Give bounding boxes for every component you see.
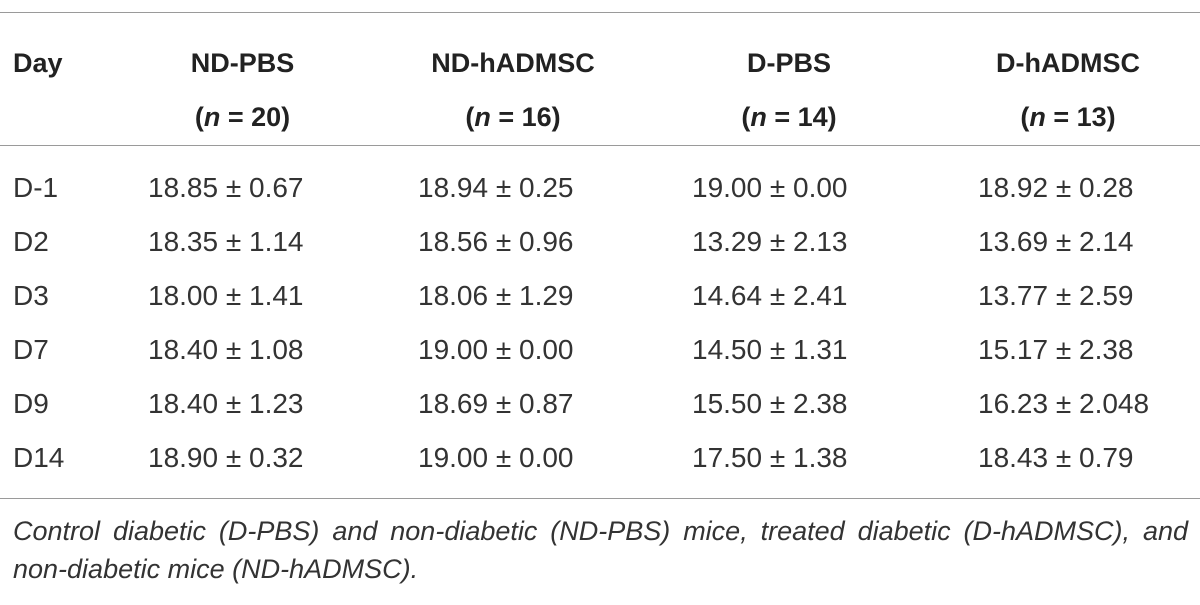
bottom-rule — [0, 498, 1200, 499]
cell-value: 19.00 ± 0.00 — [418, 334, 574, 365]
cell-value: 18.90 ± 0.32 — [148, 442, 304, 473]
table-row: D9 18.40 ± 1.23 18.69 ± 0.87 15.50 ± 2.3… — [0, 377, 1200, 431]
header-group-name: D-hADMSC — [996, 48, 1140, 78]
table-footnote: Control diabetic (D-PBS) and non-diabeti… — [13, 516, 1188, 584]
cell-value: 13.29 ± 2.13 — [692, 226, 848, 257]
cell-value: 18.40 ± 1.23 — [148, 388, 304, 419]
header-nd-pbs: ND-PBS (n = 20) — [140, 36, 345, 144]
header-day-label: Day — [13, 48, 63, 78]
header-day: Day — [13, 36, 133, 90]
cell-value: 18.92 ± 0.28 — [978, 172, 1134, 203]
header-d-hadmsc: D-hADMSC (n = 13) — [962, 36, 1174, 144]
cell-value: 18.94 ± 0.25 — [418, 172, 574, 203]
row-day: D3 — [13, 280, 49, 311]
header-nd-hadmsc: ND-hADMSC (n = 16) — [403, 36, 623, 144]
header-group-n: (n = 16) — [465, 102, 561, 132]
cell-value: 19.00 ± 0.00 — [692, 172, 848, 203]
header-group-n: (n = 13) — [1020, 102, 1116, 132]
cell-value: 15.50 ± 2.38 — [692, 388, 848, 419]
cell-value: 18.35 ± 1.14 — [148, 226, 304, 257]
cell-value: 19.00 ± 0.00 — [418, 442, 574, 473]
header-d-pbs: D-PBS (n = 14) — [684, 36, 894, 144]
cell-value: 16.23 ± 2.048 — [978, 388, 1150, 419]
row-day: D2 — [13, 226, 49, 257]
row-day: D7 — [13, 334, 49, 365]
table-row: D14 18.90 ± 0.32 19.00 ± 0.00 17.50 ± 1.… — [0, 431, 1200, 485]
table-row: D7 18.40 ± 1.08 19.00 ± 0.00 14.50 ± 1.3… — [0, 323, 1200, 377]
header-rule — [0, 145, 1200, 146]
cell-value: 18.06 ± 1.29 — [418, 280, 574, 311]
table-row: D3 18.00 ± 1.41 18.06 ± 1.29 14.64 ± 2.4… — [0, 269, 1200, 323]
cell-value: 18.40 ± 1.08 — [148, 334, 304, 365]
cell-value: 14.50 ± 1.31 — [692, 334, 848, 365]
cell-value: 17.50 ± 1.38 — [692, 442, 848, 473]
cell-value: 18.56 ± 0.96 — [418, 226, 574, 257]
row-day: D-1 — [13, 172, 59, 203]
row-day: D14 — [13, 442, 65, 473]
table-row: D-1 18.85 ± 0.67 18.94 ± 0.25 19.00 ± 0.… — [0, 161, 1200, 215]
header-group-name: ND-hADMSC — [431, 48, 595, 78]
cell-value: 18.85 ± 0.67 — [148, 172, 304, 203]
row-day: D9 — [13, 388, 49, 419]
table-row: D2 18.35 ± 1.14 18.56 ± 0.96 13.29 ± 2.1… — [0, 215, 1200, 269]
header-group-n: (n = 14) — [741, 102, 837, 132]
cell-value: 15.17 ± 2.38 — [978, 334, 1134, 365]
cell-value: 14.64 ± 2.41 — [692, 280, 848, 311]
header-group-n: (n = 20) — [194, 102, 291, 132]
cell-value: 13.77 ± 2.59 — [978, 280, 1134, 311]
cell-value: 18.43 ± 0.79 — [978, 442, 1134, 473]
header-group-name: ND-PBS — [190, 48, 295, 78]
cell-value: 13.69 ± 2.14 — [978, 226, 1134, 257]
cell-value: 18.00 ± 1.41 — [148, 280, 304, 311]
cell-value: 18.69 ± 0.87 — [418, 388, 574, 419]
top-rule — [0, 12, 1200, 13]
header-group-name: D-PBS — [746, 48, 831, 78]
